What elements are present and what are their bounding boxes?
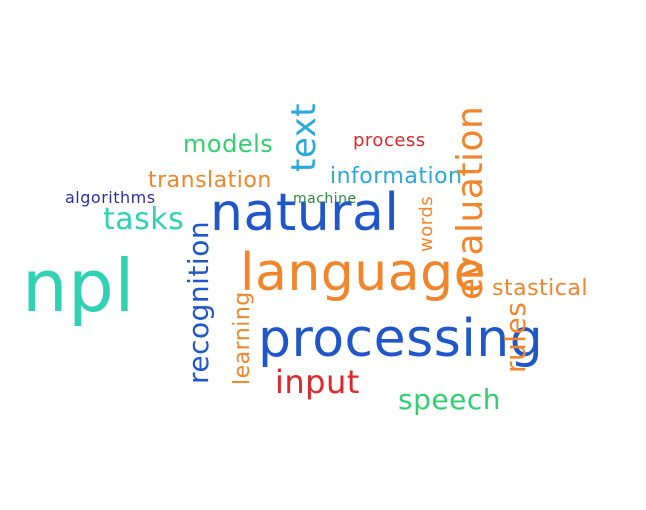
word-algorithms: algorithms xyxy=(65,188,156,207)
word-language: language xyxy=(240,243,487,303)
word-npl: npl xyxy=(22,244,135,328)
word-processing: processing xyxy=(258,309,544,369)
word-machine: machine xyxy=(293,191,357,207)
word-process: process xyxy=(353,130,426,151)
word-learning: learning xyxy=(230,291,255,385)
word-natural: natural xyxy=(210,183,400,243)
word-tasks: tasks xyxy=(103,202,185,237)
word-recognition: recognition xyxy=(182,220,215,384)
word-evaluation: evaluation xyxy=(450,105,491,300)
word-words: words xyxy=(416,195,437,252)
word-models: models xyxy=(183,130,274,158)
word-translation: translation xyxy=(148,168,272,193)
word-stastical: stastical xyxy=(492,276,588,301)
word-information: information xyxy=(330,164,463,189)
word-speech: speech xyxy=(398,383,501,416)
word-rules: rules xyxy=(499,301,532,373)
word-input: input xyxy=(275,363,360,401)
word-text: text xyxy=(284,102,324,172)
